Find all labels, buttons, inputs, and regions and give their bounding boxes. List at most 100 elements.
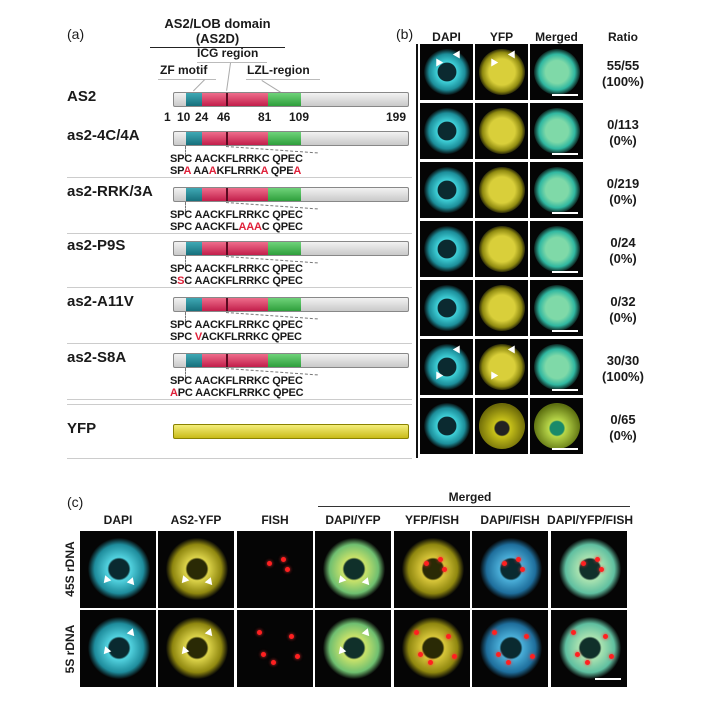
cell-image	[479, 226, 525, 272]
residue: C	[184, 275, 193, 287]
icg-region-segment	[202, 93, 268, 106]
header-dapi-yfp-fish: DAPI/YFP/FISH	[546, 513, 633, 527]
pos-10: 10	[177, 110, 191, 124]
residue: Q	[271, 331, 280, 343]
seq-guide-left	[185, 202, 186, 212]
residue: R	[237, 331, 246, 343]
fish-signal	[285, 567, 290, 572]
micrograph-as2-yfp	[158, 610, 234, 687]
ratio-percent: (0%)	[609, 251, 637, 266]
residue: K	[216, 331, 225, 343]
construct-name: as2-RRK/3A	[67, 183, 153, 200]
zf-underline	[158, 79, 216, 80]
header-fish: FISH	[261, 513, 289, 527]
cell-image	[424, 403, 470, 449]
icg-region-segment	[202, 354, 268, 367]
merged-group-header: Merged	[448, 490, 492, 504]
residue: C	[294, 331, 302, 343]
micrograph-dapi-yfp	[315, 610, 391, 687]
merged-micrograph	[530, 162, 583, 218]
seq-guide-left	[185, 312, 186, 322]
ratio-percent: (0%)	[609, 133, 637, 148]
residue: K	[216, 165, 225, 177]
header-yfp: YFP	[489, 30, 514, 44]
dapi-micrograph	[420, 280, 473, 336]
cell-image	[323, 537, 385, 601]
residue: C	[262, 387, 271, 399]
fish-signal	[442, 567, 447, 572]
cell-image	[534, 285, 580, 331]
panel-b-label: (b)	[396, 26, 414, 42]
ratio-percent: (0%)	[609, 428, 637, 443]
residue: K	[218, 387, 227, 399]
dapi-micrograph	[420, 162, 473, 218]
lzl-region-segment	[268, 132, 301, 145]
residue: C	[210, 387, 219, 399]
fish-signal	[599, 567, 604, 572]
cell-image	[534, 344, 580, 390]
fish-signal	[524, 634, 529, 639]
residue: S	[170, 275, 178, 287]
lzl-region-segment	[268, 93, 301, 106]
header-dapi-fish: DAPI/FISH	[480, 513, 540, 527]
dapi-micrograph	[420, 221, 473, 277]
icg-divider	[226, 354, 228, 367]
merged-micrograph	[530, 280, 583, 336]
pos-46: 46	[217, 110, 231, 124]
fish-signal	[418, 652, 423, 657]
fish-signal	[281, 557, 286, 562]
fish-signal	[438, 557, 443, 562]
ratio-count: 0/65	[610, 412, 636, 427]
cell-image	[534, 226, 580, 272]
construct-name: as2-4C/4A	[67, 127, 140, 144]
cell-image	[559, 537, 621, 601]
cell-image	[402, 537, 464, 601]
mutated-residue: A	[254, 221, 262, 233]
row-divider	[67, 233, 412, 234]
residue: C	[261, 275, 270, 287]
lzl-region-label: LZL-region	[247, 63, 310, 77]
merged-group-line	[318, 506, 630, 507]
ratio-percent: (100%)	[602, 74, 644, 89]
ratio-count: 0/219	[606, 176, 640, 191]
residue: S	[170, 331, 178, 343]
zf-motif-segment	[186, 132, 202, 145]
residue: A	[195, 387, 203, 399]
residue: R	[246, 387, 255, 399]
fish-signal	[502, 561, 507, 566]
residue: P	[281, 387, 289, 399]
cell-image	[88, 537, 150, 601]
scale-bar	[552, 448, 578, 450]
residue: R	[239, 387, 247, 399]
lzl-region-segment	[268, 188, 301, 201]
residue: A	[201, 165, 209, 177]
cell-image	[534, 49, 580, 95]
lzl-underline	[246, 79, 320, 80]
cell-image	[479, 108, 525, 154]
cell-image	[534, 403, 580, 449]
residue: P	[280, 275, 288, 287]
micrograph-dapi	[80, 610, 156, 687]
yfp-micrograph	[475, 280, 528, 336]
pos-109: 109	[289, 110, 310, 124]
header-dapi: DAPI	[432, 30, 461, 44]
residue: A	[201, 331, 209, 343]
domain-bar	[173, 241, 409, 256]
residue: C	[295, 221, 303, 233]
residue: K	[253, 331, 261, 343]
cell-image	[479, 49, 525, 95]
scale-bar	[552, 153, 578, 155]
mutated-residue: A	[183, 165, 191, 177]
construct-name: as2-A11V	[67, 293, 134, 310]
mutated-residue: A	[238, 221, 247, 233]
zf-motif-segment	[186, 354, 202, 367]
fish-signal	[414, 630, 419, 635]
construct-name: as2-S8A	[67, 349, 127, 366]
pos-199: 199	[386, 110, 407, 124]
mutated-residue: A	[170, 387, 178, 399]
fish-signal	[257, 630, 262, 635]
residue: C	[260, 331, 269, 343]
micrograph-yfp-fish	[394, 531, 470, 608]
cell-image	[424, 344, 470, 390]
ratio-percent: (0%)	[609, 310, 637, 325]
